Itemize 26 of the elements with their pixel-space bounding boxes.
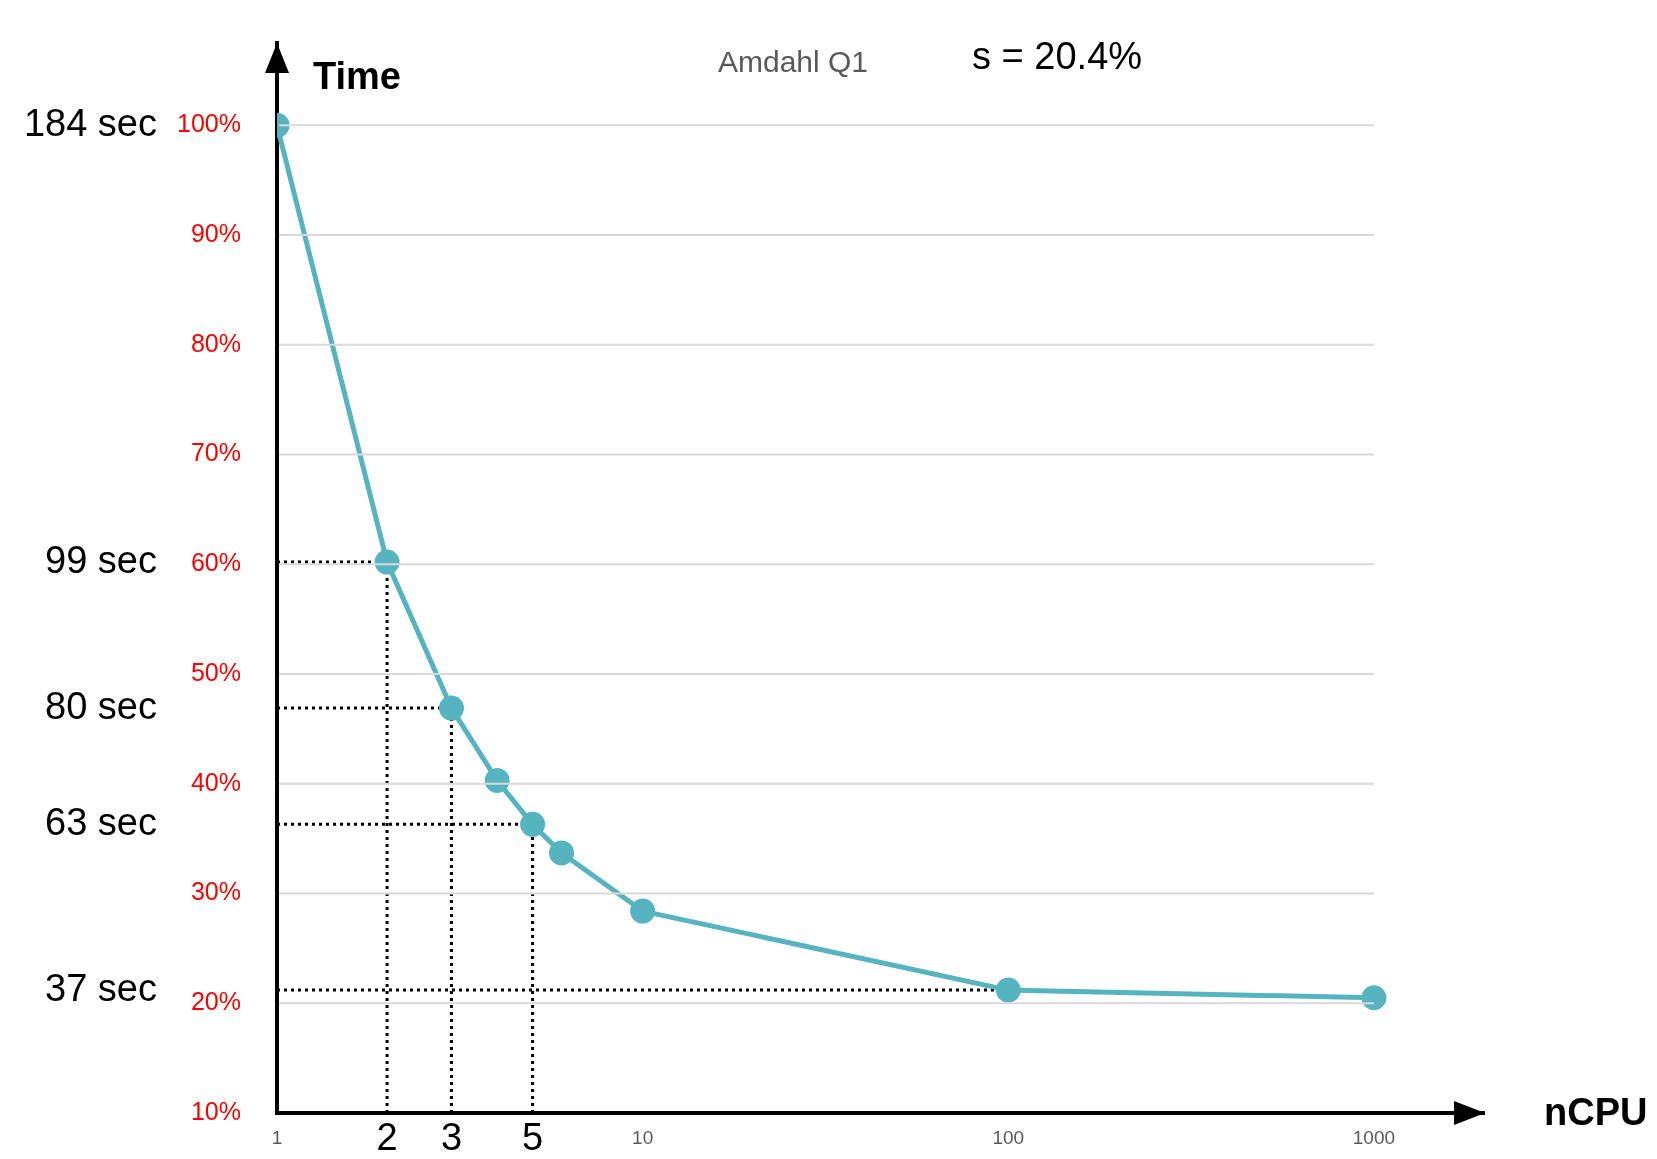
ref-line-label: 2 — [376, 1116, 398, 1159]
y-tick-label: 70% — [190, 438, 241, 467]
text: 37 sec — [45, 966, 157, 1009]
y-tick-label: 30% — [190, 877, 241, 906]
x-axis-title: nCPU — [1544, 1091, 1648, 1134]
x-tick-label: 1 — [271, 1126, 283, 1148]
chart-title: Amdahl Q1 — [717, 45, 869, 79]
x-tick-label: 1000 — [1352, 1126, 1396, 1148]
x-tick-label: 10 — [632, 1126, 654, 1148]
text: 184 sec — [23, 101, 157, 144]
text: 80 sec — [45, 684, 157, 727]
y-axis-title: Time — [313, 55, 402, 98]
y-tick-label: 80% — [190, 328, 241, 357]
y-tick-label: 40% — [190, 767, 241, 796]
ref-line-label: 3 — [440, 1116, 463, 1159]
x-tick-label: 100 — [992, 1126, 1025, 1148]
y-tick-label: 60% — [190, 548, 241, 577]
y-tick-label: 100% — [177, 109, 241, 138]
y-tick-label: 20% — [190, 987, 241, 1016]
ref-line-label: 5 — [522, 1116, 544, 1159]
text: 99 sec — [45, 538, 157, 581]
y-tick-label: 50% — [190, 657, 241, 686]
y-tick-label: 90% — [190, 218, 241, 247]
annotation: s = 20.4% — [972, 35, 1143, 78]
text: 63 sec — [45, 800, 157, 843]
y-tick-label: 10% — [190, 1096, 241, 1125]
